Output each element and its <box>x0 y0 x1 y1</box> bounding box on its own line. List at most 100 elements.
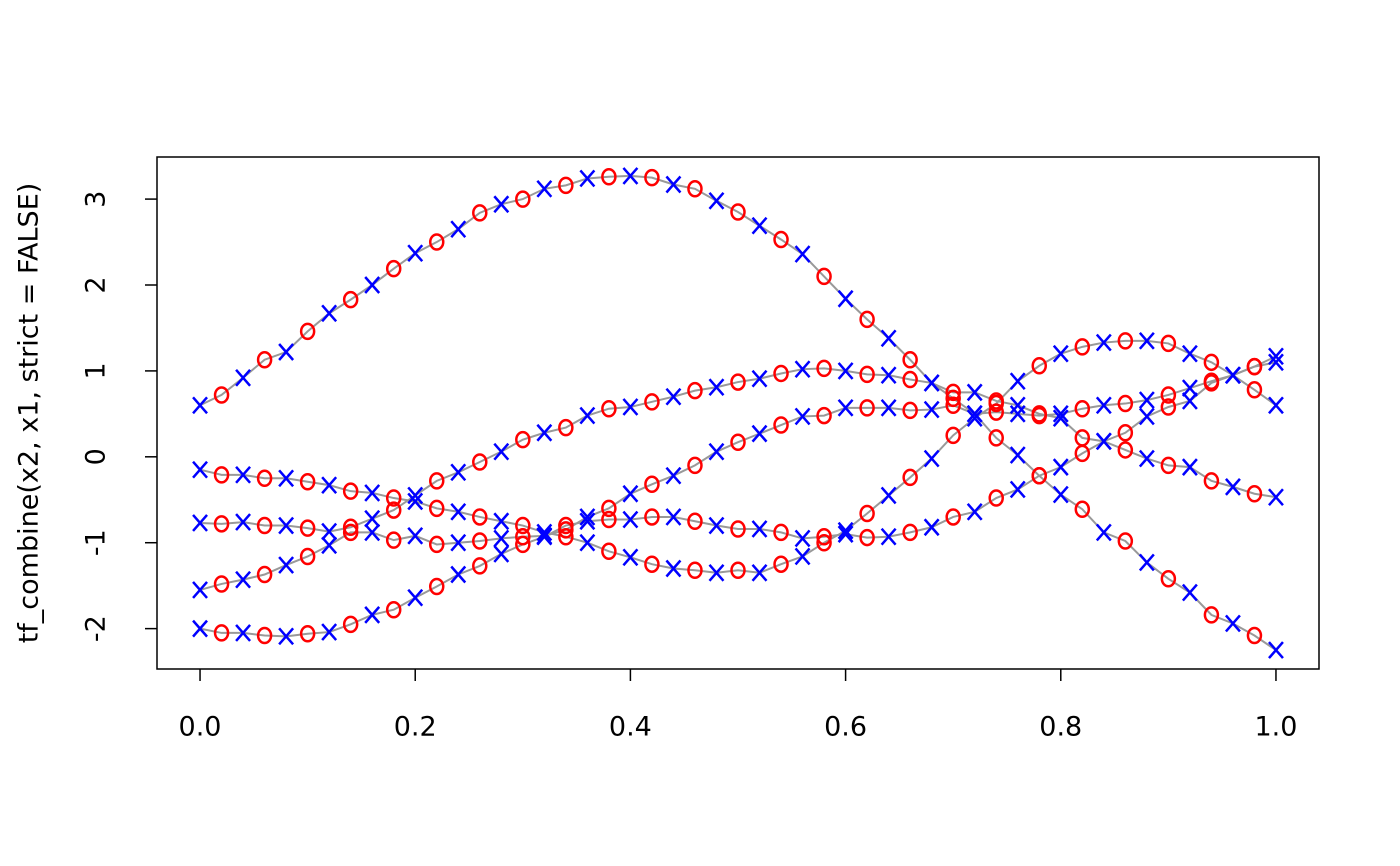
marker-o <box>687 381 703 400</box>
marker-x <box>966 383 983 402</box>
marker-o <box>644 475 660 494</box>
marker-x <box>321 304 338 323</box>
marker-x <box>536 523 553 542</box>
marker-o <box>213 624 230 642</box>
marker-o <box>859 399 875 417</box>
y-axis-label: tf_combine(x2, x1, strict = FALSE) <box>14 183 45 644</box>
marker-x <box>751 424 768 443</box>
marker-x <box>1224 478 1241 496</box>
marker-x <box>1181 379 1198 397</box>
y-tick-label: 1 <box>81 362 112 379</box>
y-tick-label: 3 <box>81 191 112 208</box>
marker-o <box>859 528 875 547</box>
marker-o <box>687 512 703 530</box>
marker-o <box>859 365 875 384</box>
marker-o <box>558 176 574 195</box>
marker-o <box>213 575 230 593</box>
marker-x <box>579 533 596 552</box>
marker-o <box>687 456 703 475</box>
marker-x <box>665 466 682 485</box>
marker-x <box>1181 583 1198 602</box>
x-tick-label: 0.4 <box>609 712 652 743</box>
marker-x <box>493 442 510 461</box>
marker-o <box>601 399 617 418</box>
marker-o <box>773 555 789 573</box>
marker-x <box>837 399 854 417</box>
marker-x <box>1052 344 1069 363</box>
marker-x <box>665 387 682 406</box>
marker-x <box>579 512 596 531</box>
marker-o <box>428 535 445 554</box>
marker-o <box>644 393 660 411</box>
x-tick-label: 0.2 <box>394 712 437 743</box>
marker-o <box>1031 466 1048 485</box>
marker-o <box>816 527 832 546</box>
marker-x <box>622 548 639 567</box>
marker-o <box>1031 357 1048 375</box>
marker-x <box>1181 458 1198 476</box>
marker-o <box>687 180 703 198</box>
marker-x <box>966 405 983 423</box>
marker-x <box>407 486 424 505</box>
marker-x <box>493 545 510 563</box>
marker-x <box>880 527 897 546</box>
marker-o <box>1203 472 1220 490</box>
marker-o <box>472 508 488 526</box>
x-tick-label: 0.8 <box>1039 712 1082 743</box>
marker-x <box>493 195 510 214</box>
marker-x <box>751 520 768 538</box>
marker-x <box>364 523 381 542</box>
marker-o <box>773 523 789 542</box>
marker-x <box>364 484 381 502</box>
marker-o <box>385 259 402 278</box>
marker-o <box>1160 398 1177 416</box>
marker-o <box>299 472 316 491</box>
marker-o <box>1160 334 1177 353</box>
marker-x <box>192 581 208 599</box>
marker-x <box>1009 480 1026 499</box>
marker-x <box>665 508 682 526</box>
marker-x <box>1009 396 1026 415</box>
marker-x <box>192 619 208 638</box>
marker-x <box>407 527 424 545</box>
marker-o <box>515 535 531 554</box>
marker-x <box>192 396 208 415</box>
marker-x <box>794 407 811 426</box>
marker-x <box>708 563 725 582</box>
marker-x <box>1268 488 1284 507</box>
marker-o <box>1074 500 1091 518</box>
marker-x <box>278 556 295 574</box>
marker-x <box>1138 391 1155 409</box>
marker-x <box>1181 344 1198 363</box>
marker-x <box>1052 409 1069 427</box>
marker-o <box>558 418 574 437</box>
marker-o <box>816 406 832 425</box>
marker-x <box>278 516 295 535</box>
marker-o <box>1117 441 1134 459</box>
marker-x <box>579 169 596 188</box>
marker-x <box>622 484 639 503</box>
marker-o <box>816 359 832 378</box>
marker-x <box>1268 347 1284 366</box>
marker-x <box>1138 407 1155 426</box>
curve <box>199 174 1277 651</box>
marker-o <box>730 561 746 579</box>
marker-o <box>902 468 918 487</box>
y-tick-label: -1 <box>81 529 112 556</box>
marker-x <box>364 509 381 528</box>
marker-o <box>1117 394 1134 413</box>
marker-x <box>450 565 467 584</box>
marker-x <box>665 559 682 578</box>
marker-o <box>1160 386 1177 404</box>
marker-x <box>450 502 467 521</box>
marker-x <box>880 486 897 505</box>
marker-x <box>1095 396 1112 415</box>
marker-x <box>1268 641 1284 659</box>
marker-o <box>1246 626 1263 645</box>
curve <box>199 339 1277 574</box>
marker-o <box>945 426 961 445</box>
marker-o <box>859 310 875 329</box>
marker-o <box>1074 338 1091 356</box>
x-tick-label: 0.6 <box>824 712 867 743</box>
